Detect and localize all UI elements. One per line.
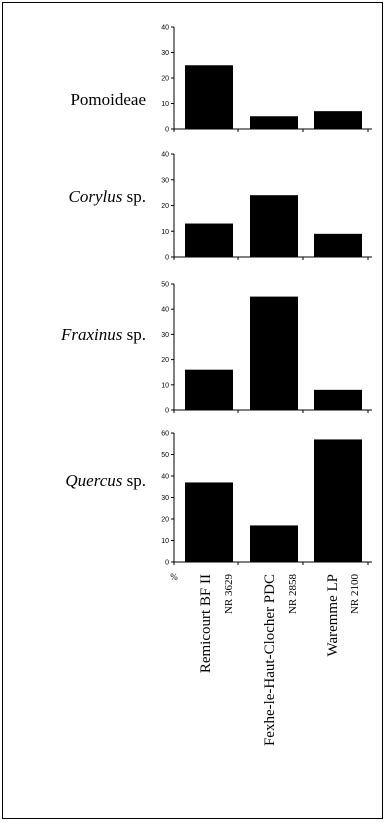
panel-4-tick-label-30: 30: [161, 495, 169, 502]
panel-3-tick-label-40: 40: [161, 307, 169, 314]
panel-3-tick-label-10: 10: [161, 382, 169, 389]
panel-2-bar-1: [185, 223, 233, 257]
panel-1-tick-label-40: 40: [161, 25, 169, 32]
panel-3-bar-2: [250, 296, 298, 410]
panel-2-bar-3: [314, 233, 362, 257]
panel-4-tick-label-20: 20: [161, 517, 169, 524]
panel-4-tick-label-0: 0: [165, 560, 169, 567]
panel-2-tick-label-20: 20: [161, 203, 169, 210]
panel-4-bar-1: [185, 482, 233, 562]
panel-2-tick-label-30: 30: [161, 177, 169, 184]
category-2-sample-label: NR 2858: [287, 574, 299, 615]
category-3-sample-label: NR 2100: [349, 574, 361, 615]
unit-label: %: [170, 572, 178, 582]
panel-4-tick-label-10: 10: [161, 538, 169, 545]
panel-1-tick-label-10: 10: [161, 101, 169, 108]
panel-2-tick-label-40: 40: [161, 152, 169, 159]
panel-1-tick-label-20: 20: [161, 76, 169, 83]
panel-1-bar-2: [250, 116, 298, 129]
category-3-site-label: Waremme LP: [325, 574, 341, 657]
panel-4-tick-label-50: 50: [161, 452, 169, 459]
panel-2-taxon-label: Corylus sp.: [69, 187, 146, 206]
category-1-site-label: Remicourt BF II: [198, 574, 214, 673]
panel-4-bar-3: [314, 439, 362, 562]
category-2-site-label: Fexhe-le-Haut-Clocher PDC: [262, 574, 278, 746]
panel-1-tick-label-0: 0: [165, 127, 169, 134]
panel-3-tick-label-0: 0: [165, 408, 169, 415]
panel-3-tick-label-50: 50: [161, 282, 169, 289]
panel-1-tick-label-30: 30: [161, 50, 169, 57]
panel-3-taxon-label: Fraxinus sp.: [60, 325, 146, 344]
panel-1-taxon-label: Pomoideae: [70, 90, 146, 109]
panel-2-bar-2: [250, 195, 298, 257]
panel-4-tick-label-60: 60: [161, 431, 169, 438]
panel-3-tick-label-20: 20: [161, 357, 169, 364]
panel-3-tick-label-30: 30: [161, 332, 169, 339]
panel-1-bar-3: [314, 111, 362, 129]
panel-3-bar-3: [314, 389, 362, 410]
panel-3-bar-1: [185, 369, 233, 410]
category-1-sample-label: NR 3629: [223, 574, 235, 615]
panel-1-bar-1: [185, 65, 233, 129]
panel-4-bar-2: [250, 525, 298, 562]
panel-4-taxon-label: Quercus sp.: [65, 471, 146, 490]
panel-4-tick-label-40: 40: [161, 474, 169, 481]
panel-2-tick-label-0: 0: [165, 255, 169, 262]
panel-2-tick-label-10: 10: [161, 229, 169, 236]
